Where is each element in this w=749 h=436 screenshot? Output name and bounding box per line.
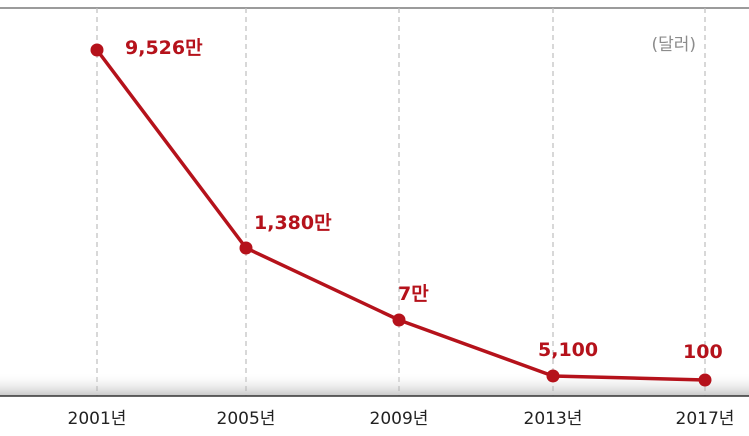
data-label-5: 100 [683, 341, 723, 363]
floor-shadow [0, 372, 749, 396]
data-point-2 [239, 241, 253, 255]
unit-label: (달러) [651, 35, 696, 55]
series-line-group [95, 48, 707, 382]
data-label-2: 1,380만 [254, 212, 332, 234]
x-tick-label-5: 2017년 [676, 409, 735, 429]
data-point-3 [392, 313, 406, 327]
data-labels: 9,526만 1,380만 7만 5,100 100 [125, 37, 723, 363]
data-point-5 [698, 373, 712, 387]
data-label-3: 7만 [398, 283, 429, 305]
series-line [95, 48, 707, 382]
x-tick-label-4: 2013년 [524, 409, 583, 429]
data-label-4: 5,100 [538, 339, 598, 361]
x-axis-ticks: 2001년 2005년 2009년 2013년 2017년 [68, 409, 735, 429]
data-label-1: 9,526만 [125, 37, 203, 59]
x-tick-label-3: 2009년 [370, 409, 429, 429]
x-tick-label-2: 2005년 [217, 409, 276, 429]
grid-lines [96, 8, 706, 396]
data-point-1 [90, 43, 104, 57]
data-point-4 [546, 369, 560, 383]
x-tick-label-1: 2001년 [68, 409, 127, 429]
data-points [90, 43, 712, 387]
